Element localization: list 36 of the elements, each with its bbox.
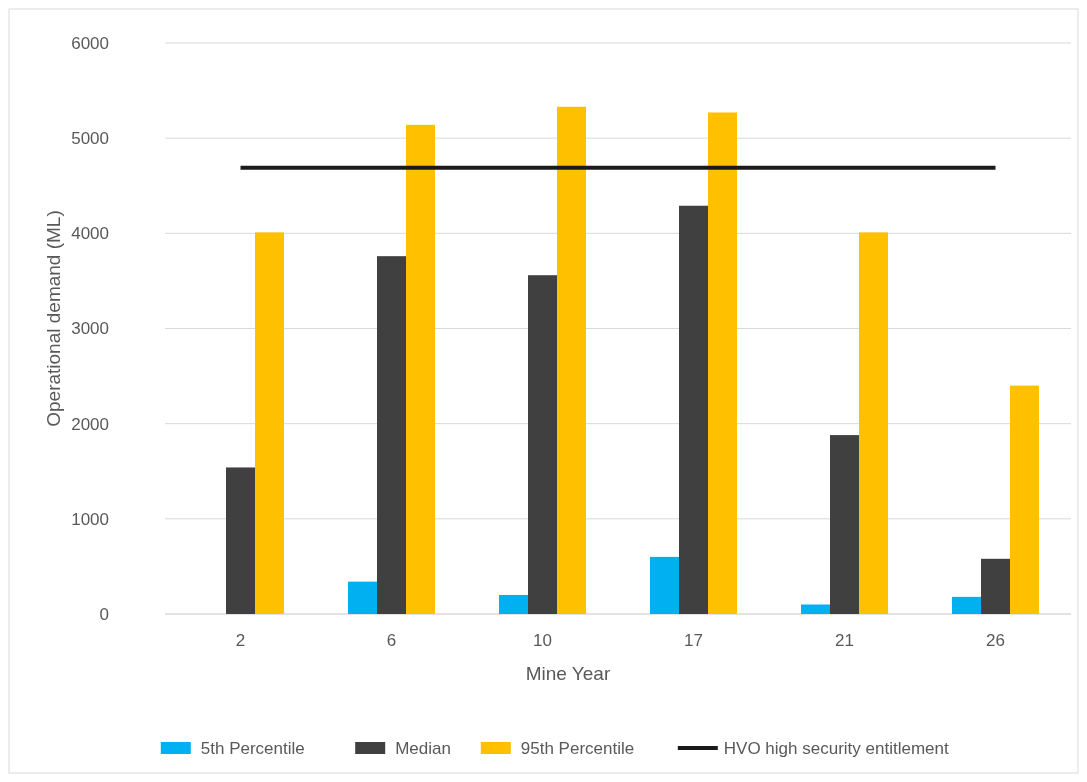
bar — [226, 467, 255, 614]
bar — [679, 205, 708, 614]
y-tick-label: 3000 — [71, 319, 109, 339]
y-tick-label: 4000 — [71, 224, 109, 244]
x-tick-label: 17 — [684, 631, 703, 650]
bar — [406, 124, 435, 614]
bar — [650, 556, 679, 614]
legend-label: 5th Percentile — [200, 738, 305, 758]
bar — [499, 594, 528, 614]
x-tick-label: 2 — [235, 631, 246, 650]
x-tick-label: 6 — [386, 631, 397, 650]
bar — [1010, 385, 1039, 614]
bar — [952, 596, 981, 614]
y-axis-title: Operational demand (ML) — [43, 210, 64, 427]
bar — [528, 275, 557, 614]
legend-label: 95th Percentile — [520, 738, 635, 758]
y-tick-label: 0 — [99, 604, 109, 624]
x-tick-label: 21 — [835, 631, 854, 650]
bar — [801, 604, 830, 614]
bar — [557, 106, 586, 614]
legend-label: HVO high security entitlement — [723, 738, 949, 758]
bar — [981, 558, 1010, 614]
bar — [255, 232, 284, 614]
bar — [859, 232, 888, 614]
y-tick-label: 1000 — [71, 509, 109, 529]
bar — [708, 112, 737, 614]
bar — [830, 435, 859, 614]
x-axis-title: Mine Year — [525, 663, 611, 684]
bar — [377, 256, 406, 614]
y-tick-label: 5000 — [71, 129, 109, 149]
bar — [348, 581, 377, 614]
x-tick-label: 10 — [533, 631, 552, 650]
x-tick-label: 26 — [986, 631, 1005, 650]
legend-label: Median — [395, 738, 451, 758]
y-tick-label: 6000 — [71, 33, 109, 53]
y-tick-label: 2000 — [71, 414, 109, 434]
